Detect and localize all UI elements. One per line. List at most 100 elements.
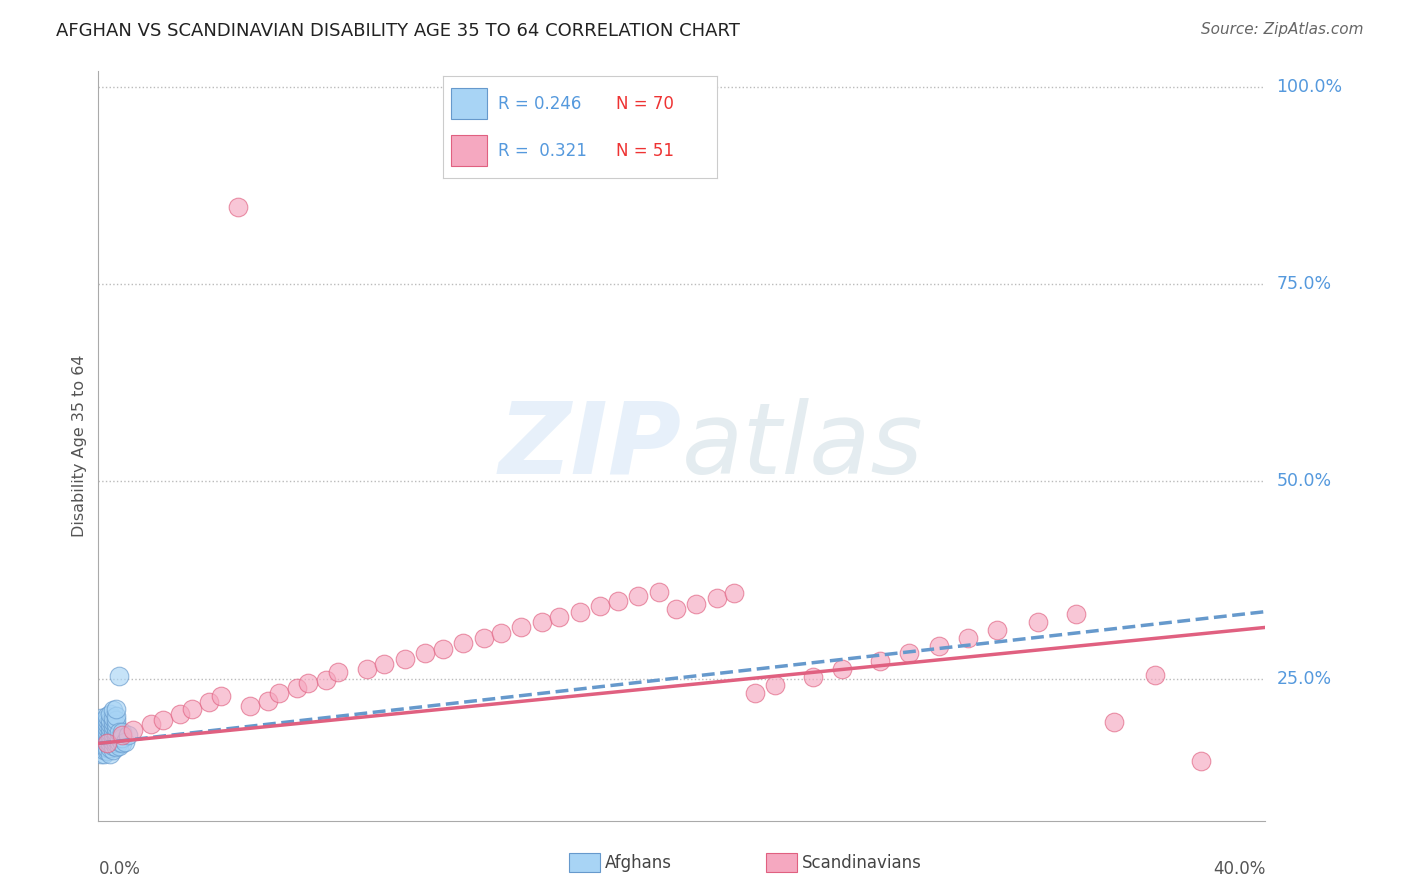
- Point: [228, 200, 250, 214]
- Point: [104, 729, 127, 743]
- Point: [98, 729, 121, 743]
- Point: [104, 721, 127, 735]
- Text: AFGHAN VS SCANDINAVIAN DISABILITY AGE 35 TO 64 CORRELATION CHART: AFGHAN VS SCANDINAVIAN DISABILITY AGE 35…: [56, 22, 740, 40]
- Point: [139, 717, 162, 731]
- Text: 75.0%: 75.0%: [1277, 276, 1331, 293]
- Point: [548, 610, 571, 624]
- Point: [869, 654, 891, 668]
- Point: [101, 742, 124, 756]
- Text: 0.0%: 0.0%: [98, 860, 141, 878]
- Point: [108, 739, 131, 753]
- Point: [898, 647, 921, 661]
- Point: [104, 708, 127, 723]
- Text: atlas: atlas: [682, 398, 924, 494]
- Point: [98, 747, 121, 761]
- Point: [111, 736, 134, 750]
- Point: [101, 723, 124, 737]
- Point: [801, 670, 824, 684]
- Text: R =  0.321: R = 0.321: [498, 142, 586, 160]
- Text: 40.0%: 40.0%: [1213, 860, 1265, 878]
- Point: [209, 689, 232, 703]
- Point: [1143, 667, 1166, 681]
- Point: [96, 708, 118, 723]
- Point: [956, 631, 979, 645]
- Point: [90, 735, 112, 749]
- Point: [90, 727, 112, 741]
- Point: [98, 713, 121, 727]
- Point: [831, 662, 853, 676]
- Point: [413, 647, 436, 661]
- Point: [98, 741, 121, 756]
- Point: [356, 662, 378, 676]
- Point: [90, 724, 112, 739]
- Point: [606, 594, 628, 608]
- Point: [665, 602, 688, 616]
- Point: [627, 589, 650, 603]
- Text: R = 0.246: R = 0.246: [498, 95, 581, 112]
- Point: [90, 719, 112, 733]
- FancyBboxPatch shape: [451, 88, 486, 119]
- Point: [101, 703, 124, 717]
- Point: [510, 620, 533, 634]
- Point: [111, 729, 134, 743]
- Point: [101, 714, 124, 729]
- Point: [96, 736, 118, 750]
- Point: [489, 626, 512, 640]
- Point: [104, 713, 127, 727]
- Point: [706, 591, 728, 606]
- Text: N = 70: N = 70: [616, 95, 673, 112]
- Text: 25.0%: 25.0%: [1277, 670, 1331, 688]
- Point: [93, 725, 115, 739]
- Point: [108, 724, 131, 739]
- Text: 50.0%: 50.0%: [1277, 473, 1331, 491]
- Point: [432, 641, 454, 656]
- Point: [90, 731, 112, 745]
- Point: [93, 735, 115, 749]
- Point: [93, 713, 115, 727]
- Point: [180, 701, 202, 715]
- Point: [98, 721, 121, 735]
- Point: [96, 741, 118, 756]
- Point: [986, 623, 1008, 637]
- Point: [108, 731, 131, 745]
- Point: [104, 736, 127, 750]
- Point: [101, 731, 124, 745]
- Point: [763, 678, 786, 692]
- Point: [90, 747, 112, 761]
- Point: [198, 695, 221, 709]
- Point: [472, 631, 495, 645]
- Point: [93, 717, 115, 731]
- Point: [530, 615, 553, 629]
- Point: [256, 694, 278, 708]
- Point: [101, 711, 124, 725]
- Point: [104, 732, 127, 747]
- Text: Afghans: Afghans: [605, 854, 672, 871]
- Point: [90, 714, 112, 729]
- Point: [93, 731, 115, 745]
- Point: [90, 721, 112, 735]
- Point: [326, 665, 349, 680]
- Point: [1189, 755, 1212, 769]
- Point: [93, 729, 115, 743]
- Point: [1064, 607, 1087, 621]
- Point: [647, 585, 669, 599]
- Point: [96, 725, 118, 739]
- Point: [101, 727, 124, 741]
- Text: Scandinavians: Scandinavians: [801, 854, 921, 871]
- Point: [122, 723, 145, 737]
- Text: ZIP: ZIP: [499, 398, 682, 494]
- Point: [96, 736, 118, 750]
- Point: [93, 739, 115, 753]
- Point: [373, 657, 395, 672]
- Point: [104, 701, 127, 715]
- Point: [928, 639, 950, 653]
- Point: [111, 731, 134, 745]
- Point: [98, 736, 121, 750]
- Point: [285, 681, 308, 695]
- Text: Source: ZipAtlas.com: Source: ZipAtlas.com: [1201, 22, 1364, 37]
- Point: [96, 717, 118, 731]
- Point: [104, 740, 127, 755]
- Point: [108, 735, 131, 749]
- Point: [96, 714, 118, 728]
- Point: [101, 719, 124, 733]
